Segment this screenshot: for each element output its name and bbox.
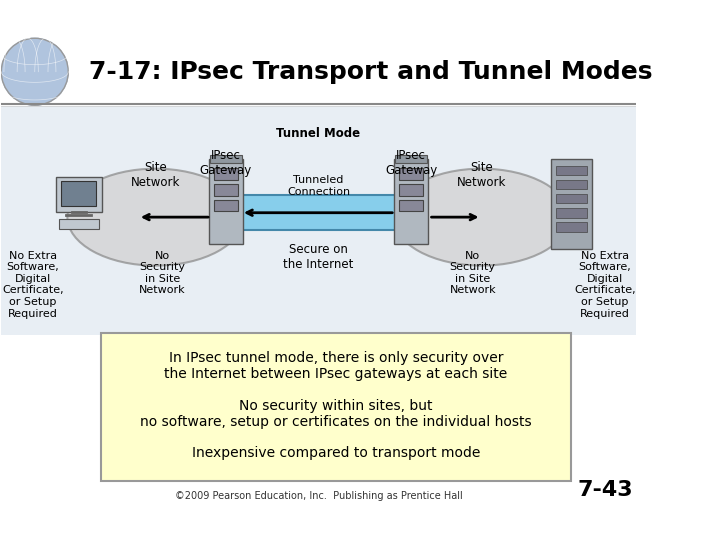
Text: Tunneled
Connection: Tunneled Connection [287,176,350,197]
Text: Site
Network: Site Network [131,161,180,189]
Text: No security within sites, but: No security within sites, but [239,399,433,413]
Text: Tunnel Mode: Tunnel Mode [276,127,361,140]
Ellipse shape [68,168,243,266]
Text: IPsec
Gateway: IPsec Gateway [200,149,252,177]
FancyBboxPatch shape [556,180,587,190]
Text: No Extra
Software,
Digital
Certificate,
or Setup
Required: No Extra Software, Digital Certificate, … [574,251,636,319]
Text: In IPsec tunnel mode, there is only security over: In IPsec tunnel mode, there is only secu… [169,351,503,365]
Text: Secure on
the Internet: Secure on the Internet [283,243,354,271]
FancyBboxPatch shape [556,194,587,204]
Text: ©2009 Pearson Education, Inc.  Publishing as Prentice Hall: ©2009 Pearson Education, Inc. Publishing… [175,491,462,502]
FancyBboxPatch shape [556,208,587,218]
Circle shape [1,38,68,105]
FancyBboxPatch shape [214,168,238,180]
FancyBboxPatch shape [210,155,242,163]
FancyBboxPatch shape [61,181,96,206]
FancyBboxPatch shape [56,177,102,212]
FancyBboxPatch shape [551,159,592,249]
FancyBboxPatch shape [395,159,428,245]
Text: the Internet between IPsec gateways at each site: the Internet between IPsec gateways at e… [164,367,508,381]
FancyBboxPatch shape [399,168,423,180]
Text: No Extra
Software,
Digital
Certificate,
or Setup
Required: No Extra Software, Digital Certificate, … [2,251,64,319]
FancyBboxPatch shape [214,184,238,195]
FancyBboxPatch shape [210,159,243,245]
FancyBboxPatch shape [1,106,636,335]
FancyBboxPatch shape [58,219,99,230]
FancyBboxPatch shape [101,333,572,482]
FancyBboxPatch shape [556,166,587,176]
Text: Inexpensive compared to transport mode: Inexpensive compared to transport mode [192,446,480,460]
Text: No
Security
in Site
Network: No Security in Site Network [139,251,186,295]
Text: 7-43: 7-43 [577,480,633,500]
FancyBboxPatch shape [395,155,427,163]
Text: 7-17: IPsec Transport and Tunnel Modes: 7-17: IPsec Transport and Tunnel Modes [89,60,653,84]
FancyBboxPatch shape [556,222,587,232]
Text: Site
Network: Site Network [456,161,506,189]
Text: No
Security
in Site
Network: No Security in Site Network [449,251,496,295]
Text: IPsec
Gateway: IPsec Gateway [385,149,437,177]
FancyBboxPatch shape [399,184,423,195]
FancyBboxPatch shape [214,200,238,211]
FancyBboxPatch shape [241,195,396,231]
Text: no software, setup or certificates on the individual hosts: no software, setup or certificates on th… [140,415,532,429]
Ellipse shape [393,168,570,266]
FancyBboxPatch shape [399,200,423,211]
